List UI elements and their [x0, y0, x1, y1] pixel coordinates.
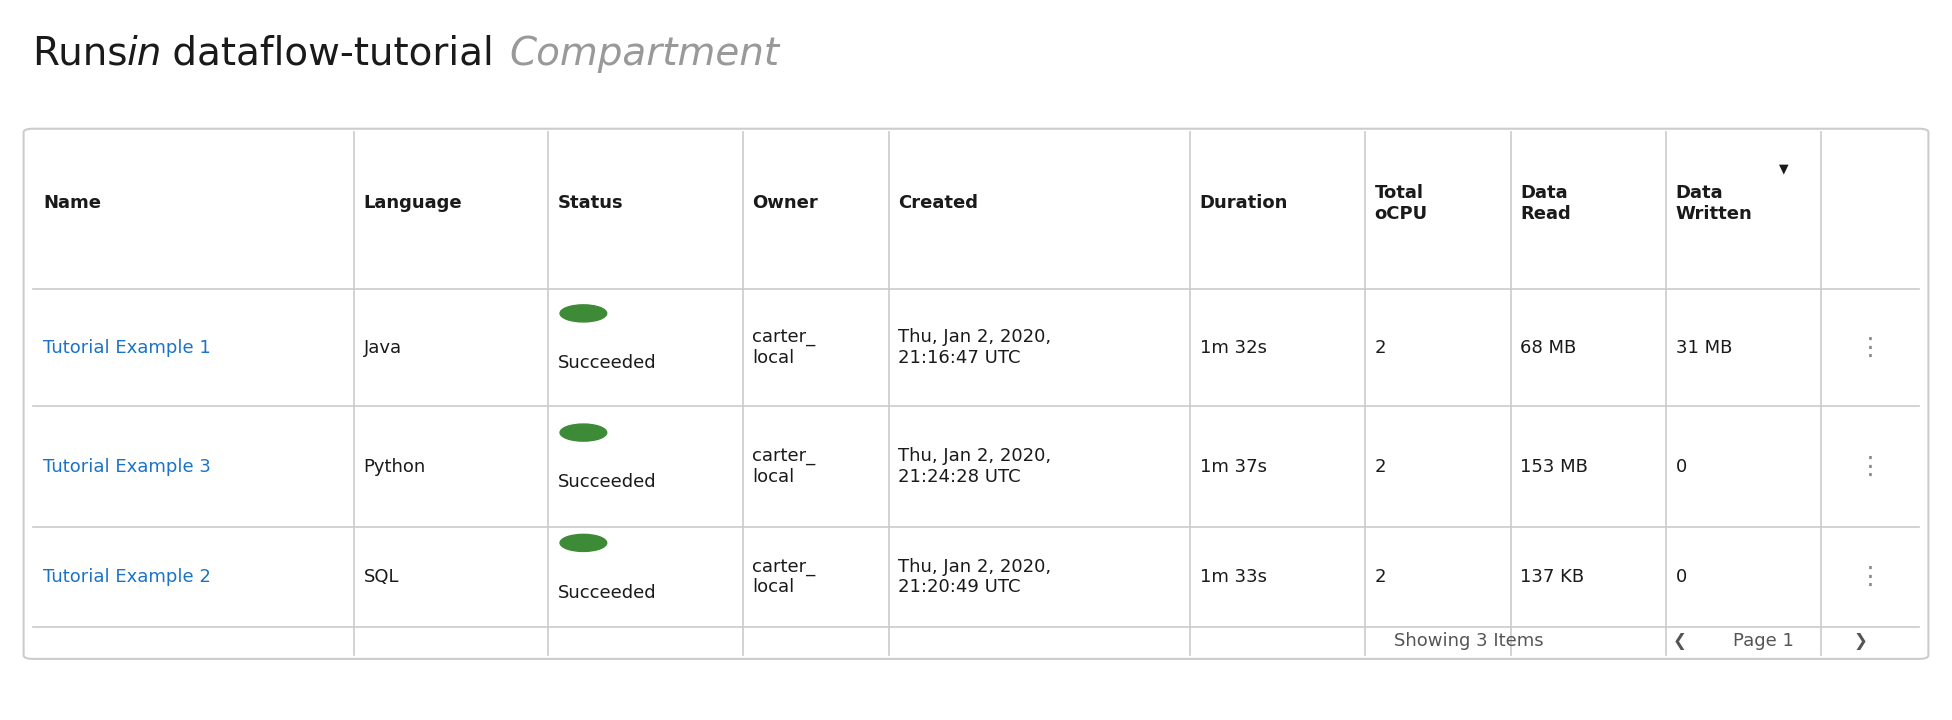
Text: ⋮: ⋮: [1858, 336, 1882, 359]
Text: Duration: Duration: [1200, 194, 1288, 212]
Text: dataflow-tutorial: dataflow-tutorial: [160, 35, 506, 73]
Text: ❮: ❮: [1673, 632, 1687, 650]
Text: Succeeded: Succeeded: [558, 584, 656, 602]
Text: 0: 0: [1675, 568, 1687, 586]
Text: 2: 2: [1374, 338, 1386, 356]
Text: Name: Name: [43, 194, 102, 212]
Text: 0: 0: [1675, 458, 1687, 476]
Text: Tutorial Example 1: Tutorial Example 1: [43, 338, 211, 356]
Text: Status: Status: [558, 194, 625, 212]
Text: ⋮: ⋮: [1858, 565, 1882, 589]
Text: Showing 3 Items: Showing 3 Items: [1394, 632, 1544, 650]
Text: 2: 2: [1374, 458, 1386, 476]
Text: 1m 33s: 1m 33s: [1200, 568, 1267, 586]
Text: carter_
local: carter_ local: [752, 447, 816, 486]
Text: SQL: SQL: [363, 568, 400, 586]
Text: Owner: Owner: [752, 194, 818, 212]
Text: Data
Written: Data Written: [1675, 184, 1753, 222]
Text: Thu, Jan 2, 2020,
21:20:49 UTC: Thu, Jan 2, 2020, 21:20:49 UTC: [898, 558, 1052, 596]
Text: Python: Python: [363, 458, 426, 476]
Text: Tutorial Example 2: Tutorial Example 2: [43, 568, 211, 586]
Text: Page 1: Page 1: [1733, 632, 1794, 650]
Text: Succeeded: Succeeded: [558, 354, 656, 372]
Text: Language: Language: [363, 194, 463, 212]
Text: carter_
local: carter_ local: [752, 558, 816, 596]
Text: Data
Read: Data Read: [1521, 184, 1571, 222]
Text: 153 MB: 153 MB: [1521, 458, 1589, 476]
Circle shape: [560, 534, 607, 552]
Text: 1m 37s: 1m 37s: [1200, 458, 1267, 476]
Text: Java: Java: [363, 338, 402, 356]
Text: 137 KB: 137 KB: [1521, 568, 1585, 586]
Text: Thu, Jan 2, 2020,
21:24:28 UTC: Thu, Jan 2, 2020, 21:24:28 UTC: [898, 447, 1052, 486]
Text: Total
oCPU: Total oCPU: [1374, 184, 1427, 222]
Text: 68 MB: 68 MB: [1521, 338, 1577, 356]
Text: 2: 2: [1374, 568, 1386, 586]
Text: Created: Created: [898, 194, 978, 212]
Text: ❯: ❯: [1854, 632, 1868, 650]
Text: 1m 32s: 1m 32s: [1200, 338, 1267, 356]
Text: Thu, Jan 2, 2020,
21:16:47 UTC: Thu, Jan 2, 2020, 21:16:47 UTC: [898, 328, 1052, 367]
Text: Runs: Runs: [33, 35, 141, 73]
FancyBboxPatch shape: [23, 129, 1929, 659]
Circle shape: [560, 424, 607, 441]
Text: 31 MB: 31 MB: [1675, 338, 1731, 356]
Text: Succeeded: Succeeded: [558, 474, 656, 492]
Text: ⋮: ⋮: [1858, 455, 1882, 479]
Text: Compartment: Compartment: [509, 35, 779, 73]
Text: Tutorial Example 3: Tutorial Example 3: [43, 458, 211, 476]
Text: in: in: [127, 35, 162, 73]
Text: carter_
local: carter_ local: [752, 328, 816, 367]
Text: ▼: ▼: [1778, 163, 1788, 176]
Circle shape: [560, 305, 607, 322]
